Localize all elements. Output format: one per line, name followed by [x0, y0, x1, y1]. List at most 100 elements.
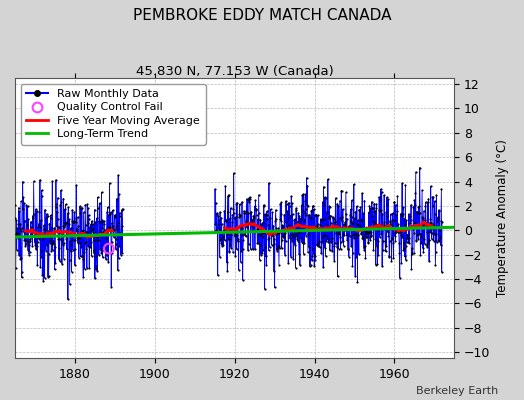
Point: [348, 220, 356, 226]
Point: [278, 234, 287, 240]
Point: [216, 236, 225, 242]
Point: [384, 229, 392, 236]
Point: [391, 202, 400, 208]
Point: [47, 224, 56, 231]
Point: [358, 234, 367, 241]
Point: [71, 246, 80, 252]
Point: [398, 234, 407, 240]
Point: [267, 230, 275, 237]
Point: [56, 201, 64, 208]
Point: [221, 183, 230, 189]
Point: [33, 208, 41, 214]
Point: [114, 267, 122, 274]
Point: [58, 232, 67, 238]
Point: [97, 232, 105, 238]
Point: [113, 220, 122, 226]
Point: [97, 249, 105, 256]
Point: [390, 199, 399, 205]
Point: [391, 238, 400, 244]
Point: [259, 230, 267, 236]
Point: [307, 262, 315, 268]
Point: [223, 268, 232, 274]
Point: [412, 237, 420, 243]
Point: [24, 247, 32, 253]
Point: [81, 240, 89, 246]
Point: [290, 228, 298, 234]
Point: [236, 212, 244, 218]
Point: [213, 228, 222, 234]
Point: [313, 242, 321, 248]
Point: [276, 216, 284, 222]
Point: [101, 234, 110, 241]
Point: [256, 231, 265, 237]
Point: [367, 233, 376, 239]
Point: [340, 232, 348, 238]
Point: [312, 212, 320, 218]
Point: [256, 242, 264, 249]
Point: [435, 208, 443, 214]
Point: [378, 263, 386, 269]
Point: [422, 229, 431, 236]
Point: [383, 213, 391, 220]
Point: [61, 201, 70, 208]
Point: [350, 235, 358, 242]
Point: [117, 252, 125, 258]
Point: [315, 237, 323, 244]
Point: [42, 211, 51, 217]
Point: [300, 216, 308, 223]
Point: [61, 222, 70, 228]
Point: [347, 218, 355, 224]
Point: [318, 217, 326, 224]
Point: [44, 274, 52, 280]
Point: [275, 261, 283, 268]
Point: [368, 199, 376, 205]
Point: [281, 238, 290, 244]
Point: [370, 209, 379, 215]
Point: [319, 184, 328, 190]
Point: [392, 212, 401, 218]
Point: [51, 260, 59, 266]
Point: [93, 215, 101, 221]
Point: [305, 263, 314, 269]
Point: [84, 212, 93, 218]
Point: [377, 186, 385, 192]
Point: [291, 264, 300, 271]
Point: [420, 236, 429, 242]
Point: [305, 227, 314, 233]
Point: [297, 215, 305, 221]
Point: [98, 217, 106, 224]
Point: [47, 215, 55, 222]
Point: [55, 224, 63, 230]
Point: [436, 235, 444, 241]
Point: [275, 242, 283, 249]
Point: [427, 183, 435, 190]
Point: [392, 229, 400, 235]
Point: [233, 199, 241, 206]
Point: [63, 210, 72, 216]
Point: [85, 228, 94, 234]
Point: [346, 206, 355, 212]
Point: [263, 208, 271, 215]
Point: [341, 219, 350, 225]
Point: [41, 206, 49, 213]
Point: [93, 194, 102, 200]
Point: [112, 241, 121, 248]
Point: [82, 239, 90, 245]
Point: [245, 195, 253, 201]
Point: [100, 221, 108, 228]
Point: [258, 219, 267, 226]
Point: [315, 244, 324, 250]
Point: [17, 254, 26, 261]
Point: [21, 243, 29, 249]
Point: [96, 246, 104, 252]
Point: [307, 208, 315, 214]
Point: [39, 278, 48, 284]
Point: [319, 264, 328, 271]
Point: [405, 234, 413, 241]
Point: [42, 247, 50, 254]
Point: [309, 251, 318, 257]
Point: [73, 235, 81, 241]
Point: [35, 209, 43, 216]
Point: [256, 216, 265, 223]
Point: [284, 260, 292, 266]
